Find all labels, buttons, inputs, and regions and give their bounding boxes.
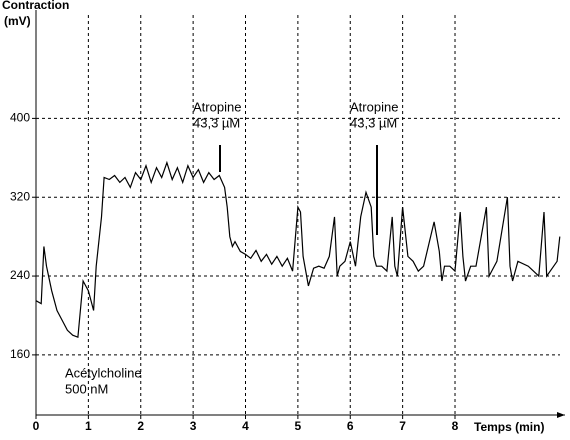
y-tick-label: 320 xyxy=(10,189,30,203)
y-axis-label: (mV) xyxy=(4,14,31,28)
data-line xyxy=(35,160,561,339)
x-tick-label: 7 xyxy=(399,419,406,433)
y-axis-label: Contraction xyxy=(2,0,69,12)
axis-arrow xyxy=(557,412,565,418)
x-tick-label: 2 xyxy=(137,419,144,433)
x-tick-label: 5 xyxy=(295,419,302,433)
x-tick-label: 4 xyxy=(242,419,249,433)
annotation: Acétylcholine xyxy=(65,365,142,380)
annotation: 43,3 µM xyxy=(193,115,240,130)
y-tick-label: 160 xyxy=(10,347,30,361)
annotation: Atropine xyxy=(350,99,398,114)
annotation: 500 nM xyxy=(65,381,108,396)
annotation: 43,3 µM xyxy=(350,115,397,130)
x-axis-label: Temps (min) xyxy=(474,420,544,434)
x-tick-label: 8 xyxy=(452,419,459,433)
y-tick-label: 400 xyxy=(10,111,30,125)
x-tick-label: 6 xyxy=(347,419,354,433)
y-tick-label: 240 xyxy=(10,268,30,282)
annotation: Atropine xyxy=(193,99,241,114)
x-tick-label: 3 xyxy=(190,419,197,433)
x-tick-label: 1 xyxy=(85,419,92,433)
x-tick-label: 0 xyxy=(33,419,40,433)
